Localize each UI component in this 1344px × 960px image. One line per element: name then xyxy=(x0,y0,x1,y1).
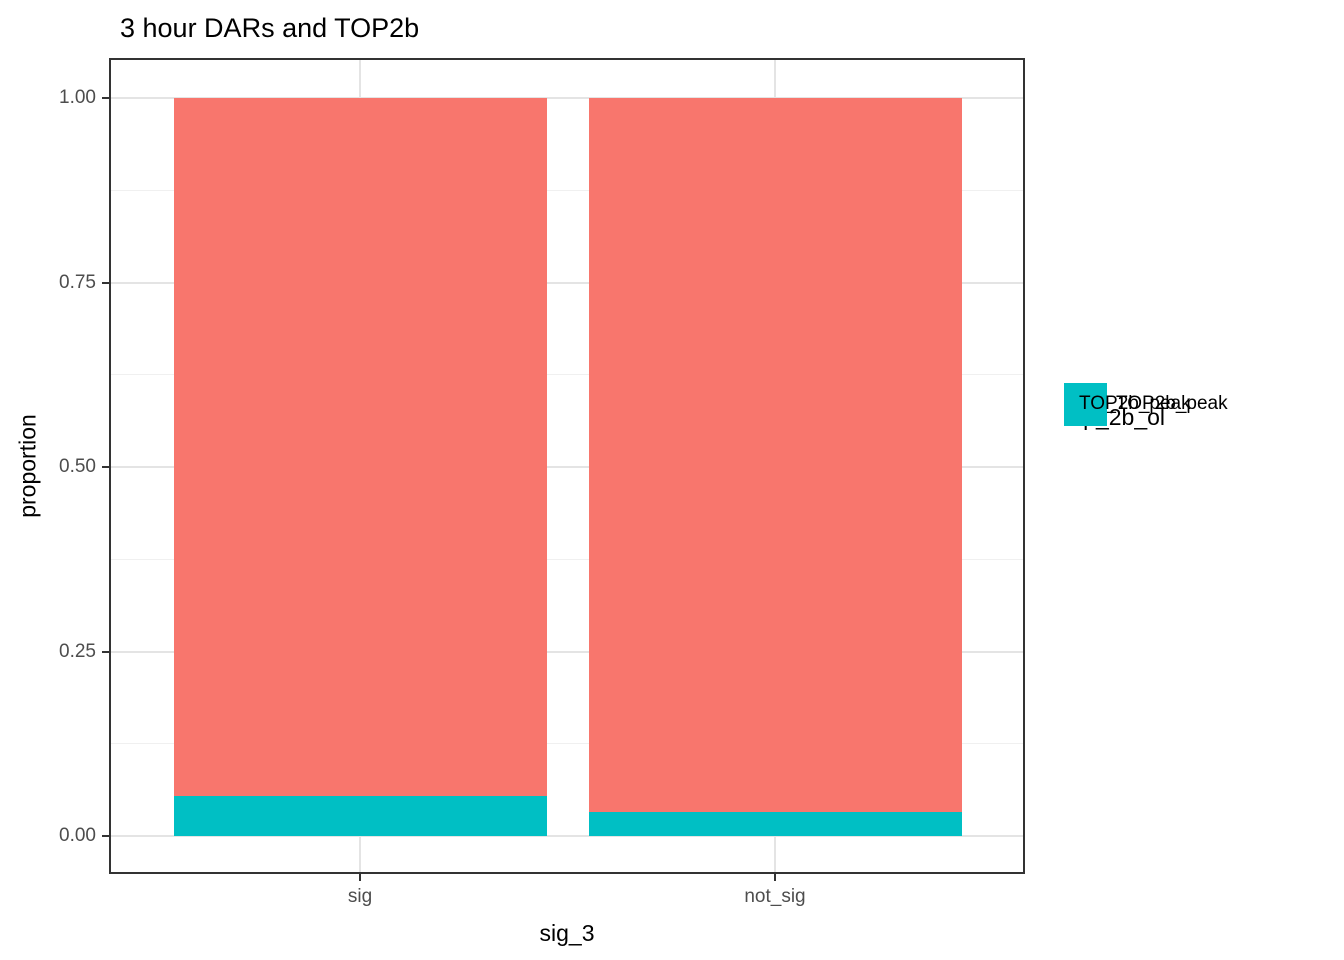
y-tick-mark xyxy=(102,97,111,99)
gridline-minor-horizontal xyxy=(111,374,1023,376)
gridline-minor-horizontal xyxy=(111,743,1023,745)
gridline-major-horizontal xyxy=(111,835,1023,837)
x-tick-label: not_sig xyxy=(744,886,806,907)
y-tick-mark xyxy=(102,281,111,284)
bar-segment-not_sig-TOP2b_peak xyxy=(588,811,962,836)
gridline-major-horizontal xyxy=(111,650,1023,653)
x-axis-title: sig_3 xyxy=(539,920,595,946)
bar-segment-not_sig-not_TOP2b_peak xyxy=(588,98,962,812)
legend-label: TOP2b_peak xyxy=(1079,393,1191,414)
bar-segment-sig-not_TOP2b_peak xyxy=(173,98,547,797)
gridline-major-horizontal xyxy=(111,466,1023,468)
y-tick-label: 0.75 xyxy=(59,271,96,293)
y-tick-mark xyxy=(102,650,111,653)
legend-label: not_TOP2b_peak xyxy=(1079,393,1228,414)
y-tick-label: 0.50 xyxy=(59,456,96,477)
bar-segment-sig-TOP2b_peak xyxy=(173,796,547,836)
gridline-minor-horizontal xyxy=(111,189,1023,191)
gridline-minor-horizontal xyxy=(111,558,1023,560)
y-tick-label: 0.00 xyxy=(59,825,96,846)
gridline-major-horizontal xyxy=(111,97,1023,99)
chart-title: 3 hour DARs and TOP2b xyxy=(120,13,420,43)
x-tick-mark xyxy=(359,872,361,881)
x-tick-mark xyxy=(774,872,776,881)
y-tick-label: 0.25 xyxy=(59,640,96,662)
x-tick-label: sig xyxy=(347,886,373,907)
gridline-major-horizontal xyxy=(111,281,1023,284)
y-tick-mark xyxy=(102,835,111,837)
y-tick-label: 1.00 xyxy=(59,87,96,108)
legend-key-TOP2b_peak xyxy=(1064,382,1107,426)
y-tick-mark xyxy=(102,466,111,468)
